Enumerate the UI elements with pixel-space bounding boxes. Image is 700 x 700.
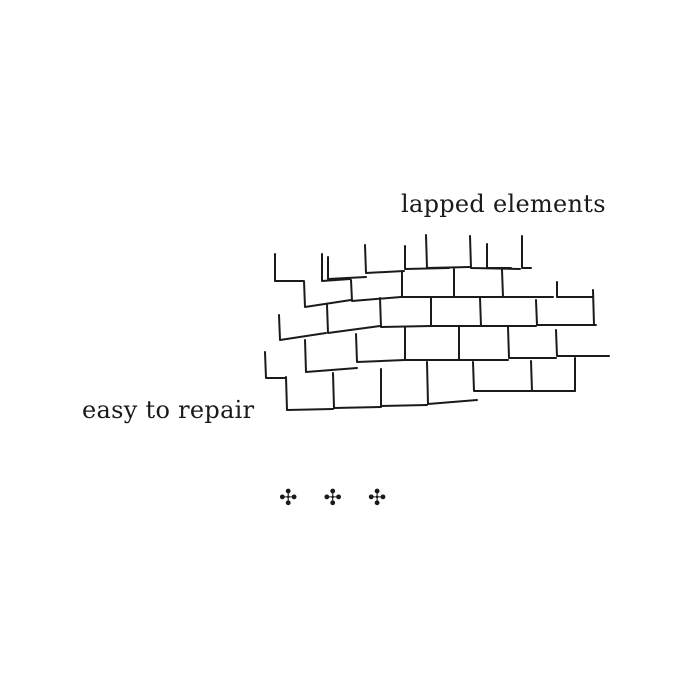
shingle [278,314,327,341]
shingle [321,253,351,282]
shingle [326,304,381,334]
label-lapped-elements: lapped elements [401,190,606,218]
shingle [285,376,334,411]
shingle [430,297,481,327]
shingle [379,297,432,328]
shingle [380,368,428,407]
shingle [507,326,557,359]
shingle [530,360,576,392]
shingle [327,256,367,280]
ornament-divider: ✣ ✣ ✣ [279,488,386,510]
shingle [535,299,597,326]
shingle [556,281,594,298]
shingle [501,269,554,298]
shingle [274,253,304,282]
shingle [425,234,471,269]
shingle [592,289,595,326]
shingle [521,235,532,269]
shingle [458,326,509,361]
fleuron-icon: ✣ [367,486,387,511]
shingle [426,361,478,405]
shingle [304,339,358,373]
shingle [355,333,406,363]
shingle [555,329,610,357]
shingle [479,297,537,327]
shingle [303,280,352,308]
shingle [486,243,512,269]
label-easy-to-repair: easy to repair [82,396,255,424]
shingle [350,279,402,302]
shingle [469,235,521,270]
shingle [453,268,503,298]
shingle [332,372,382,409]
fleuron-icon: ✣ [323,486,342,511]
shingle [472,361,532,392]
fleuron-icon: ✣ [279,486,298,511]
shingle [364,244,405,274]
shingle [264,351,287,379]
shingle [401,271,455,298]
shingle [404,326,460,361]
